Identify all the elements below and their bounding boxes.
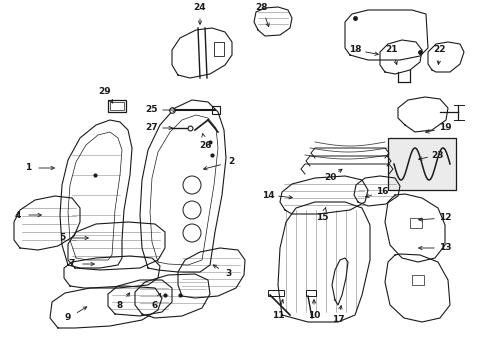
Text: 7: 7 bbox=[69, 260, 75, 269]
Text: 3: 3 bbox=[224, 270, 231, 279]
Bar bbox=[409, 218, 421, 228]
Bar bbox=[387, 138, 455, 190]
Text: 23: 23 bbox=[431, 150, 443, 159]
Text: 6: 6 bbox=[152, 301, 158, 310]
Text: 21: 21 bbox=[385, 45, 397, 54]
Bar bbox=[411, 275, 423, 285]
Text: 13: 13 bbox=[438, 243, 450, 252]
Text: 10: 10 bbox=[307, 310, 320, 320]
Text: 9: 9 bbox=[65, 314, 71, 323]
Text: 8: 8 bbox=[117, 301, 123, 310]
Text: 11: 11 bbox=[271, 310, 284, 320]
Text: 2: 2 bbox=[227, 158, 234, 166]
Text: 25: 25 bbox=[145, 105, 158, 114]
Text: 28: 28 bbox=[255, 4, 268, 13]
Text: 22: 22 bbox=[433, 45, 446, 54]
Text: 16: 16 bbox=[375, 188, 387, 197]
Bar bbox=[108, 100, 126, 112]
Text: 26: 26 bbox=[198, 140, 211, 149]
Text: 4: 4 bbox=[15, 211, 21, 220]
Text: 18: 18 bbox=[348, 45, 361, 54]
Bar bbox=[214, 42, 224, 56]
Text: 17: 17 bbox=[331, 315, 344, 324]
Bar bbox=[267, 290, 284, 296]
Text: 24: 24 bbox=[193, 4, 206, 13]
Text: 19: 19 bbox=[438, 123, 450, 132]
Text: 20: 20 bbox=[323, 174, 336, 183]
Text: 27: 27 bbox=[145, 123, 158, 132]
Text: 14: 14 bbox=[261, 190, 274, 199]
Text: 12: 12 bbox=[438, 213, 450, 222]
Text: 15: 15 bbox=[315, 213, 327, 222]
Text: 1: 1 bbox=[25, 163, 31, 172]
Bar bbox=[212, 106, 220, 114]
Text: 29: 29 bbox=[99, 87, 111, 96]
Text: 5: 5 bbox=[59, 234, 65, 243]
Bar bbox=[110, 102, 124, 110]
Bar bbox=[305, 290, 315, 296]
